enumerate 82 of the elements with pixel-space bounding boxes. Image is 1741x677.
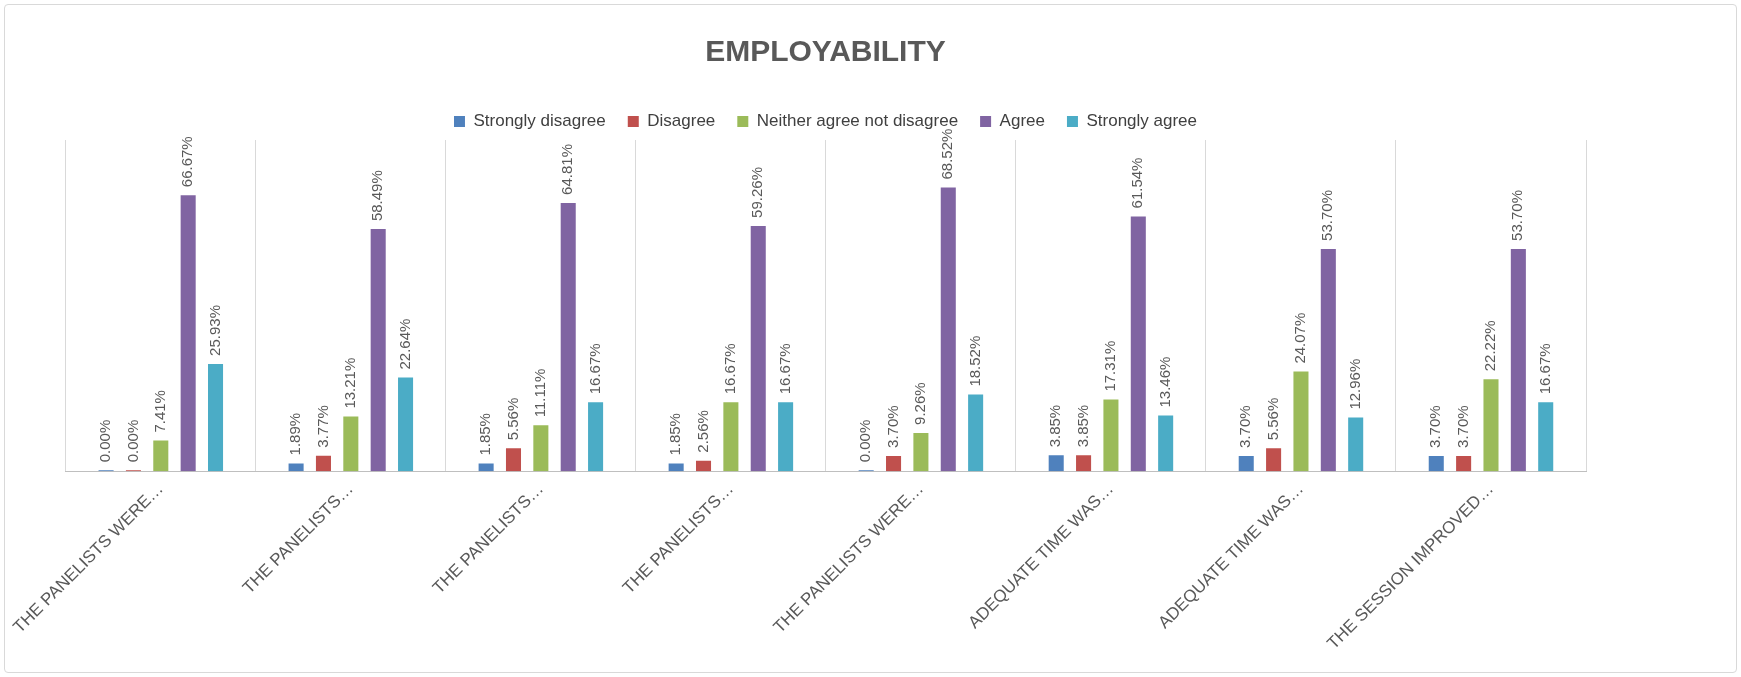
bar — [968, 394, 984, 472]
bar — [1483, 379, 1499, 472]
bar — [695, 460, 712, 472]
data-label: 16.67% — [1535, 343, 1553, 395]
bar — [668, 463, 684, 472]
bar — [288, 463, 304, 472]
data-label: 61.54% — [1128, 157, 1146, 209]
legend-label: Strongly disagree — [473, 111, 606, 131]
bar — [940, 187, 956, 472]
data-label: 16.67% — [721, 343, 739, 395]
chart-title: EMPLOYABILITY — [705, 34, 946, 68]
bar — [1130, 216, 1146, 472]
data-label: 0.00% — [96, 419, 114, 463]
bar — [343, 416, 359, 472]
bar — [533, 425, 549, 472]
data-label: 58.49% — [368, 170, 386, 222]
data-label: 3.85% — [1073, 404, 1091, 448]
bar — [1076, 455, 1092, 472]
data-label: 3.70% — [1453, 405, 1471, 448]
data-label: 16.67% — [585, 343, 603, 395]
data-label: 7.41% — [150, 390, 168, 433]
data-label: 3.77% — [313, 405, 331, 448]
data-label: 22.64% — [395, 318, 413, 370]
data-label: 13.46% — [1155, 356, 1173, 408]
data-label: 3.70% — [883, 405, 901, 448]
bar — [778, 402, 794, 472]
data-label: 17.31% — [1101, 340, 1119, 392]
bar — [208, 363, 224, 472]
data-label: 53.70% — [1508, 190, 1526, 241]
bar — [1158, 415, 1174, 472]
data-label: 3.85% — [1046, 404, 1064, 448]
bar — [505, 448, 522, 472]
bar — [588, 402, 604, 472]
data-label: 24.07% — [1291, 312, 1309, 364]
data-label: 1.85% — [666, 413, 684, 456]
bar — [478, 463, 494, 472]
data-label: 68.52% — [938, 128, 956, 180]
bar — [180, 195, 196, 472]
bar — [1238, 455, 1254, 472]
bar — [723, 402, 739, 472]
bar — [1048, 455, 1064, 472]
bar — [886, 455, 902, 472]
bar — [370, 229, 386, 472]
data-label: 66.67% — [178, 136, 196, 188]
bar — [1538, 402, 1554, 472]
data-label: 1.85% — [476, 413, 494, 456]
legend-label: Agree — [999, 111, 1045, 131]
data-label: 22.22% — [1481, 320, 1499, 372]
bar — [315, 455, 331, 472]
data-label: 25.93% — [205, 305, 223, 356]
data-label: 11.11% — [530, 368, 548, 418]
data-label: 64.81% — [558, 144, 576, 195]
data-label: 59.26% — [748, 167, 766, 218]
data-label: 3.70% — [1236, 405, 1254, 448]
bar — [560, 202, 576, 472]
bar — [1103, 399, 1119, 472]
data-label: 0.00% — [856, 419, 874, 463]
data-label: 16.67% — [775, 343, 793, 395]
data-label: 53.70% — [1318, 190, 1336, 241]
legend-label: Strongly agree — [1086, 111, 1198, 131]
data-label: 5.56% — [503, 397, 521, 441]
data-label: 1.89% — [286, 412, 304, 456]
bar — [750, 225, 766, 472]
bar — [398, 377, 414, 472]
data-label: 12.96% — [1345, 358, 1363, 410]
bar — [1428, 455, 1444, 472]
bar — [1348, 417, 1364, 472]
bar — [1293, 371, 1309, 472]
data-label: 0.00% — [123, 419, 141, 463]
data-label: 9.26% — [911, 382, 929, 425]
bar — [913, 432, 929, 472]
data-label: 13.21% — [340, 357, 358, 409]
bar — [1266, 448, 1282, 472]
bar — [1320, 248, 1336, 472]
data-label: 2.56% — [693, 410, 711, 453]
bar — [1510, 248, 1526, 472]
data-label: 5.56% — [1263, 397, 1281, 441]
bar — [153, 440, 169, 472]
data-label: 18.52% — [965, 335, 983, 387]
legend-label: Disagree — [647, 111, 716, 131]
data-label: 3.70% — [1426, 405, 1444, 448]
bar — [1456, 455, 1472, 472]
